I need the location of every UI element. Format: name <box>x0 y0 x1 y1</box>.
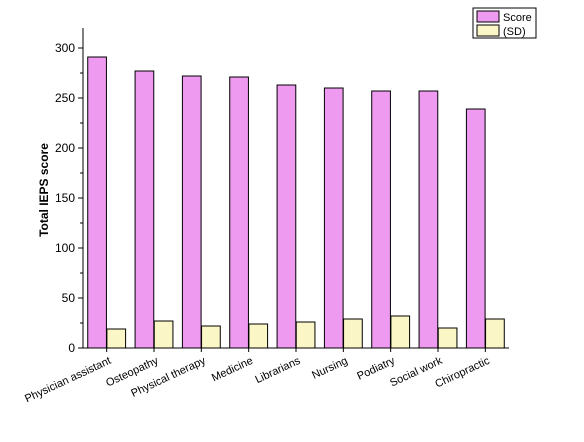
y-tick-label: 50 <box>62 291 76 305</box>
y-tick-label: 250 <box>55 91 75 105</box>
bar-sd <box>295 321 316 349</box>
y-axis-ticks: 0 50 100 150 200 250 300 <box>55 41 83 355</box>
bar-score <box>229 76 249 349</box>
bar-score <box>181 75 202 349</box>
bar-score <box>87 56 107 349</box>
legend-label-score: Score <box>503 12 532 24</box>
y-tick-label: 300 <box>55 41 75 55</box>
bar-sd <box>343 318 363 349</box>
bar-score <box>134 70 155 349</box>
y-tick-label: 150 <box>55 191 75 205</box>
x-tick-label: Chiropractic <box>433 355 492 391</box>
bar-sd <box>153 320 174 349</box>
x-tick-label: Librarians <box>253 355 302 387</box>
y-tick-label: 0 <box>68 341 75 355</box>
bar-score <box>276 84 297 349</box>
y-tick-label: 100 <box>55 241 75 255</box>
bar-sd <box>485 318 505 349</box>
bar-sd <box>437 327 458 349</box>
x-tick-label: Medicine <box>210 355 255 384</box>
x-tick-label: Physician assistant <box>23 355 113 405</box>
bars <box>87 56 505 349</box>
bar-sd <box>390 315 411 349</box>
legend: Score (SD) <box>472 7 537 39</box>
legend-swatch-score <box>476 10 500 23</box>
x-tick-label: Nursing <box>310 355 349 382</box>
y-tick-label: 200 <box>55 141 75 155</box>
bar-score <box>418 90 439 349</box>
bar-sd <box>201 325 221 349</box>
bar-sd <box>106 328 127 349</box>
bar-score <box>323 87 344 349</box>
bar-score <box>465 108 486 349</box>
legend-label-sd: (SD) <box>503 26 526 38</box>
bar-sd <box>248 323 269 349</box>
y-axis-label: Total IEPS score <box>37 143 51 237</box>
bar-score <box>371 90 391 349</box>
legend-swatch-sd <box>476 24 500 37</box>
